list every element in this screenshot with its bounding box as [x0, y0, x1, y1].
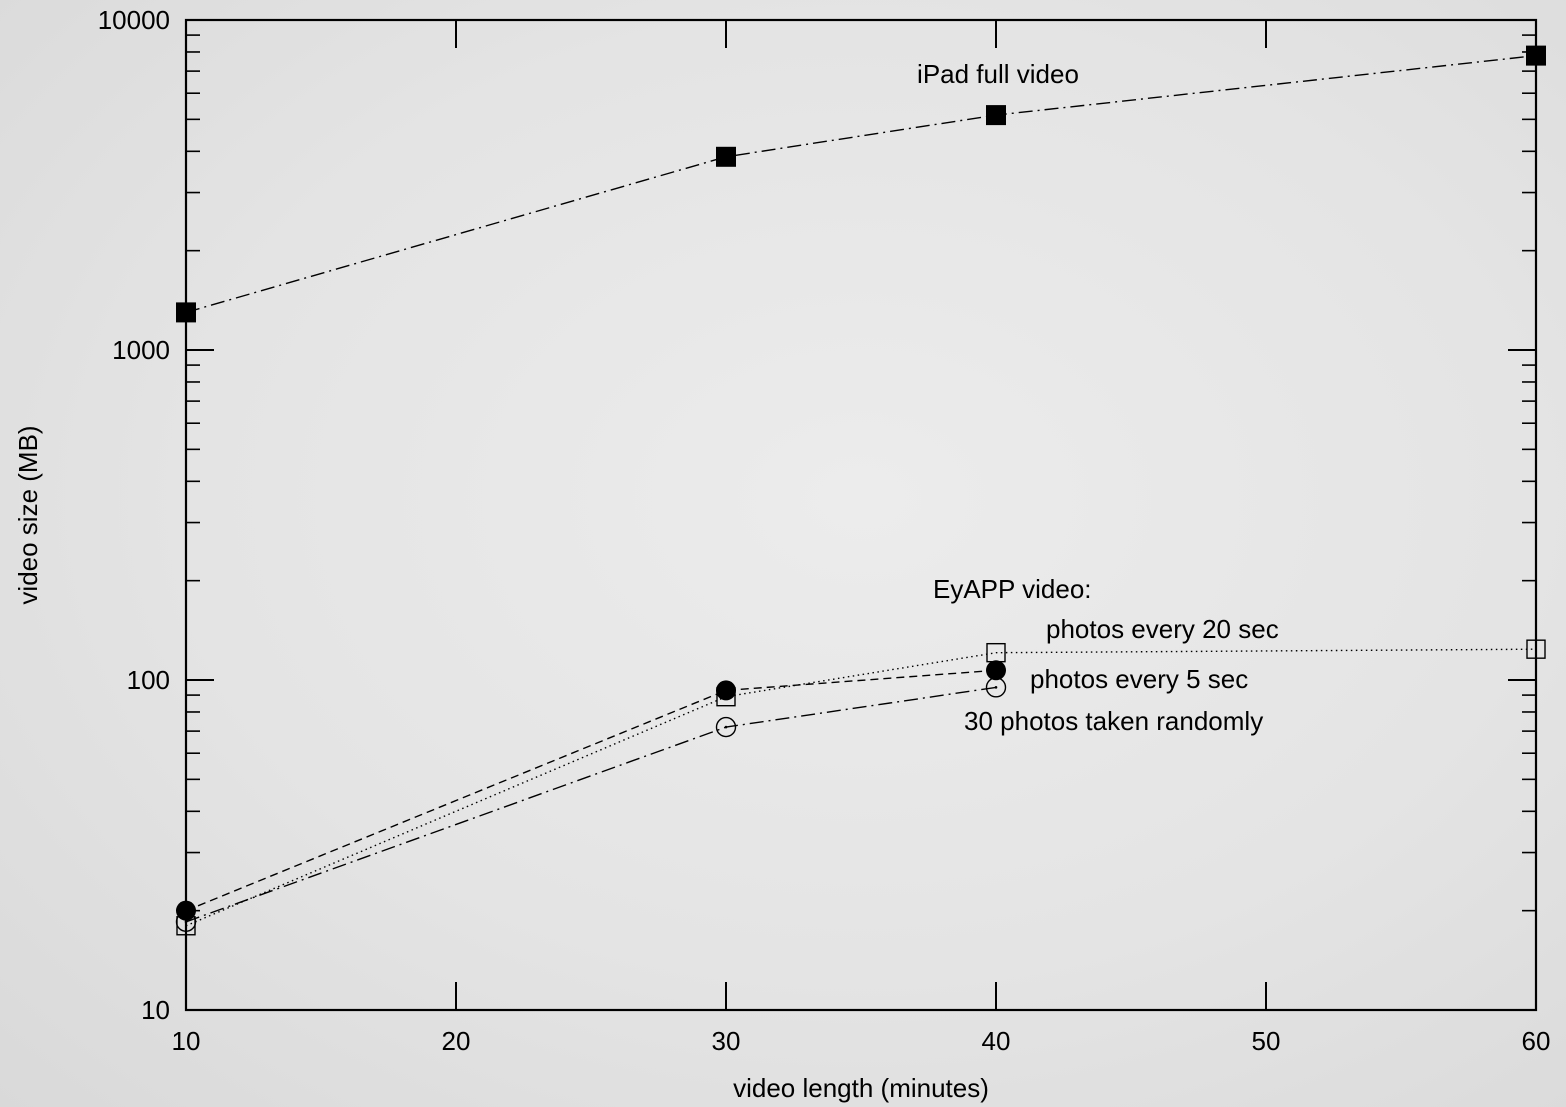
- y-axis-title: video size (MB): [13, 425, 43, 604]
- annotation-ipad-full-video: iPad full video: [917, 59, 1079, 89]
- annotation-photos-every-5-sec: photos every 5 sec: [1030, 664, 1248, 694]
- series-line-1: [185, 648, 1537, 927]
- x-tick-label: 30: [712, 1026, 741, 1056]
- annotation-photos-every-20-sec: photos every 20 sec: [1046, 614, 1279, 644]
- data-point-series-3: [985, 677, 1007, 698]
- x-tick-label: 60: [1522, 1026, 1551, 1056]
- data-point-series-0: [716, 146, 736, 167]
- series-line-3: [185, 686, 997, 923]
- x-axis-title: video length (minutes): [733, 1073, 989, 1103]
- data-point-series-2: [716, 680, 736, 701]
- data-point-series-0: [986, 105, 1006, 126]
- y-tick-label: 10: [141, 995, 170, 1025]
- series-line-2: [185, 669, 997, 912]
- plot-frame: [184, 18, 1538, 1012]
- annotation-30-photos-randomly: 30 photos taken randomly: [964, 706, 1263, 736]
- y-tick-label: 100: [127, 665, 170, 695]
- series-line-0: [185, 54, 1537, 314]
- annotation-eyapp-heading: EyAPP video:: [933, 574, 1092, 604]
- data-point-series-2: [986, 660, 1006, 681]
- x-tick-label: 50: [1252, 1026, 1281, 1056]
- axis-ticks: [186, 19, 1536, 1011]
- y-tick-label: 1000: [112, 335, 170, 365]
- x-tick-label: 40: [982, 1026, 1011, 1056]
- tick-labels: 10 20 30 40 50 60 10 100 1000 10000: [98, 5, 1551, 1056]
- series-layer: [175, 45, 1546, 936]
- x-tick-label: 20: [442, 1026, 471, 1056]
- x-tick-label: 10: [172, 1026, 201, 1056]
- data-point-series-3: [715, 716, 737, 738]
- y-tick-label: 10000: [98, 5, 170, 35]
